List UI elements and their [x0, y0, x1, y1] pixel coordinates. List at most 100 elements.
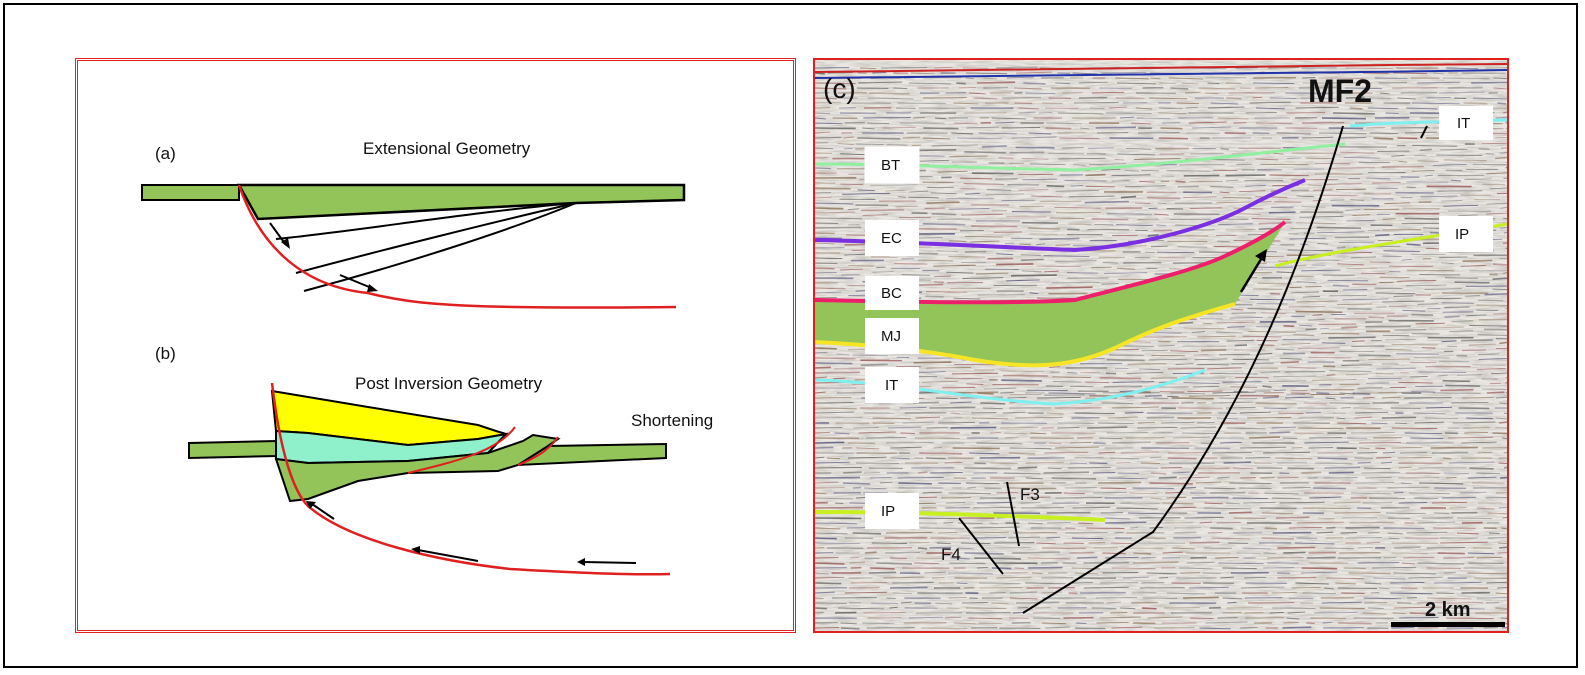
reflector-segment [1178, 476, 1210, 479]
reflector-segment [815, 446, 834, 449]
reflector-segment [933, 447, 943, 449]
reflector-segment [1055, 260, 1097, 262]
reflector-segment [1120, 451, 1160, 454]
panel-b-title: Post Inversion Geometry [355, 374, 543, 393]
reflector-segment [1242, 547, 1272, 550]
reflector-segment [985, 193, 1025, 196]
reflector-segment [1181, 82, 1199, 85]
reflector-segment [945, 501, 966, 504]
reflector-segment [1359, 442, 1401, 444]
reflector-segment [1443, 159, 1487, 162]
reflector-segment [1505, 166, 1507, 169]
reflector-segment [1244, 576, 1267, 579]
reflector-segment [1444, 315, 1460, 319]
reflector-segment [948, 256, 986, 258]
reflector-segment [847, 456, 887, 459]
reflector-segment [1229, 316, 1263, 319]
reflector-segment [1054, 206, 1101, 209]
reflector-segment [1146, 416, 1175, 419]
reflector-segment [1404, 432, 1443, 435]
reflector-segment [1398, 160, 1408, 163]
reflector-segment [1343, 156, 1380, 159]
reflector-segment [1066, 272, 1099, 274]
reflector-segment [1336, 246, 1346, 249]
reflector-segment [1150, 77, 1161, 80]
reflector-segment [965, 193, 980, 195]
reflector-segment [1132, 561, 1179, 564]
reflector-segment [1006, 76, 1034, 79]
reflector-segment [1105, 521, 1147, 524]
reflector-segment [976, 502, 1013, 504]
reflector-segment [1219, 397, 1258, 400]
reflector-segment [1217, 240, 1230, 243]
reflector-segment [1295, 106, 1339, 109]
reflector-segment [1099, 437, 1123, 440]
reflector-segment [917, 547, 928, 550]
reflector-segment [888, 426, 922, 429]
reflector-segment [1360, 272, 1386, 275]
reflector-segment [1002, 411, 1026, 414]
reflector-segment [1351, 340, 1365, 343]
reflector-segment [1126, 371, 1164, 374]
reflector-segment [1440, 200, 1463, 202]
reflector-segment [1476, 304, 1507, 307]
reflector-segment [1501, 527, 1507, 530]
reflector-segment [1129, 492, 1158, 495]
reflector-segment [840, 183, 864, 186]
reflector-segment [935, 397, 958, 399]
reflector-segment [1151, 472, 1167, 475]
reflector-segment [1287, 611, 1306, 614]
reflector-segment [1190, 152, 1224, 155]
reflector-segment [1219, 353, 1250, 356]
reflector-segment [962, 277, 1004, 279]
reflector-segment [1038, 111, 1053, 114]
reflector-segment [884, 189, 906, 192]
reflector-segment [1277, 476, 1299, 479]
reflector-segment [1177, 246, 1208, 248]
reflector-segment [1337, 587, 1377, 590]
reflector-segment [915, 416, 941, 419]
reflector-segment [968, 92, 986, 95]
reflector-segment [1497, 102, 1507, 105]
reflector-segment [847, 208, 859, 211]
reflector-segment [1161, 421, 1195, 424]
reflector-segment [1286, 157, 1302, 159]
reflector-segment [1217, 476, 1230, 479]
reflector-segment [1273, 375, 1317, 378]
reflector-segment [1138, 421, 1156, 424]
reflector-segment [1210, 186, 1234, 188]
reflector-segment [1201, 349, 1227, 352]
reflector-segment [1316, 531, 1334, 534]
reflector-segment [1114, 158, 1125, 161]
reflector-segment [1298, 427, 1344, 430]
reflector-segment [1149, 358, 1187, 361]
reflector-segment [1290, 291, 1319, 294]
reflector-segment [965, 72, 1008, 75]
reflector-segment [1449, 607, 1485, 610]
reflector-segment [1487, 536, 1507, 539]
reflector-segment [1001, 127, 1041, 129]
reflector-segment [1328, 471, 1354, 474]
hanging-wall-wedge [236, 183, 686, 221]
reflector-segment [1410, 376, 1428, 378]
reflector-segment [1387, 532, 1404, 535]
reflector-segment [1053, 381, 1082, 383]
reflector-segment [1215, 556, 1239, 559]
reflector-segment [1282, 437, 1298, 440]
reflector-segment [1462, 259, 1493, 263]
reflector-segment [948, 596, 967, 599]
reflector-segment [938, 531, 958, 534]
reflector-segment [902, 136, 921, 139]
reflector-segment [815, 196, 832, 199]
reflector-segment [1104, 517, 1131, 520]
reflector-segment [1498, 462, 1507, 465]
reflector-segment [946, 271, 974, 274]
reflector-segment [1045, 626, 1071, 629]
reflector-segment [1078, 522, 1094, 525]
reflector-segment [1411, 169, 1435, 172]
reflector-segment [936, 250, 958, 252]
reflector-segment [1317, 242, 1329, 245]
reflector-segment [1043, 255, 1090, 257]
reflector-segment [1366, 541, 1381, 544]
reflector-segment [1021, 157, 1049, 160]
